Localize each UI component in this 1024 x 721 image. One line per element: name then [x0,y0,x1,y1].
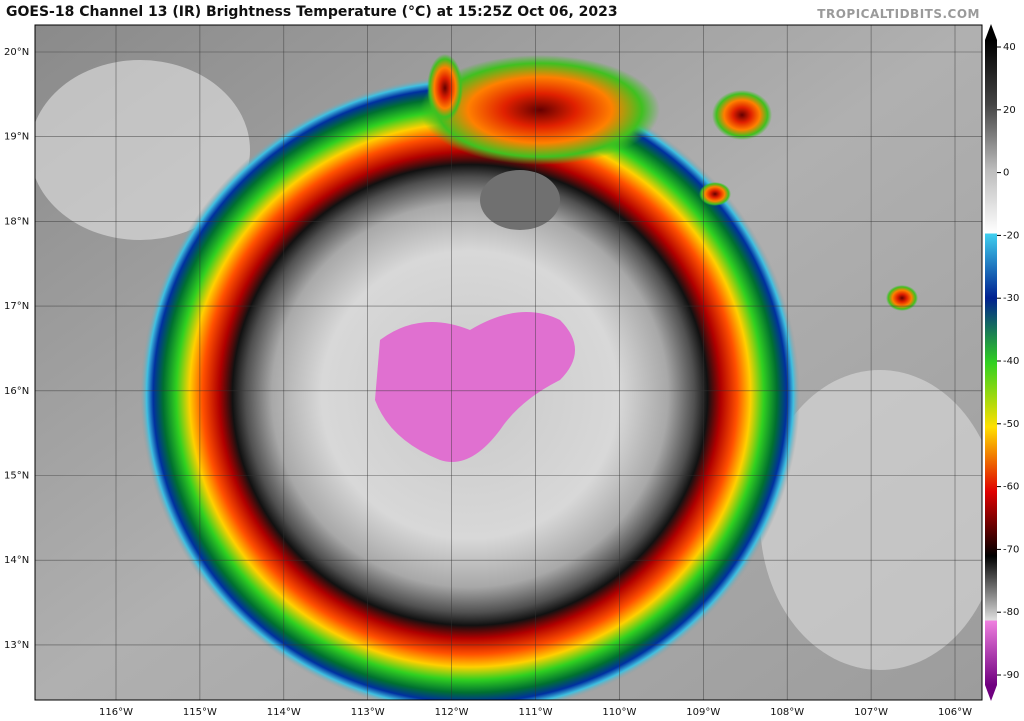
colorbar-label: -90 [1003,670,1019,681]
longitude-label: 106°W [938,707,972,718]
longitude-label: 110°W [602,707,636,718]
map-frame [34,24,983,701]
colorbar [985,40,997,685]
longitude-label: 112°W [435,707,469,718]
outflow [480,170,560,230]
latitude-label: 15°N [4,471,29,482]
longitude-label: 113°W [351,707,385,718]
latitude-label: 18°N [4,216,29,227]
colorbar-label: 0 [1003,168,1009,179]
convective-cell [699,182,731,206]
longitude-label: 107°W [854,707,888,718]
latitude-label: 16°N [4,386,29,397]
credit: TROPICALTIDBITS.COM [817,7,980,21]
colorbar-arrow-top [985,24,997,40]
convective-cell [420,55,660,165]
colorbar-label: -70 [1003,544,1019,555]
convective-cell [712,90,772,140]
colorbar-arrow-bottom [985,685,997,701]
longitude-label: 115°W [183,707,217,718]
latitude-label: 17°N [4,301,29,312]
colorbar-label: 20 [1003,105,1016,116]
colorbar-label: -80 [1003,607,1019,618]
cloud [35,60,250,240]
satellite-image [35,25,982,700]
colorbar-label: -30 [1003,293,1019,304]
longitude-label: 116°W [99,707,133,718]
latitude-label: 20°N [4,47,29,58]
title: GOES-18 Channel 13 (IR) Brightness Tempe… [6,4,618,20]
colorbar-label: -60 [1003,482,1019,493]
colorbar-label: -20 [1003,230,1019,241]
latitude-label: 19°N [4,132,29,143]
convective-cell [886,285,918,311]
longitude-label: 111°W [519,707,553,718]
colorbar-label: -40 [1003,356,1019,367]
colorbar-label: 40 [1003,42,1016,53]
latitude-label: 14°N [4,555,29,566]
graticule [35,25,982,700]
longitude-label: 109°W [686,707,720,718]
colorbar-label: -50 [1003,419,1019,430]
coldest-cloud-tops [375,312,575,462]
longitude-label: 108°W [770,707,804,718]
latitude-label: 13°N [4,640,29,651]
convective-cell [427,54,463,122]
longitude-label: 114°W [267,707,301,718]
